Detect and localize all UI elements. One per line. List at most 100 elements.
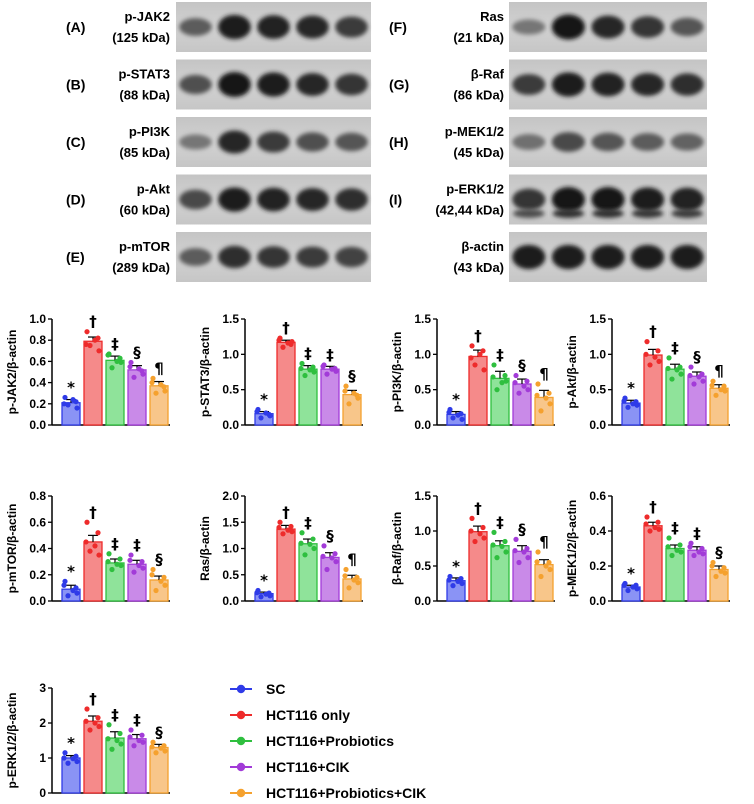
data-point [299,530,305,536]
bar [665,368,685,426]
data-point [128,727,134,733]
data-point [666,355,672,361]
y-axis-label: p-ERK1/2/β-actin [5,692,19,788]
y-tick-label: 0.0 [222,594,239,608]
data-point [74,405,80,411]
data-point [502,538,508,545]
bar [468,531,488,602]
data-point [87,548,93,554]
blot-protein-name: p-STAT3 [118,67,170,82]
blot-band [179,248,212,266]
data-point [696,374,702,380]
y-tick-label: 0.0 [29,594,46,608]
data-point [105,736,111,742]
data-point [150,566,156,573]
data-point [481,367,487,373]
data-point [127,364,133,370]
bar [468,355,488,426]
data-point [490,542,496,548]
y-tick-label: 0.6 [589,489,606,503]
blot-band [630,244,665,270]
data-point [62,578,68,584]
data-point [718,387,724,393]
significance-mark: * [452,390,460,408]
data-point [534,392,540,398]
significance-mark: * [260,390,268,408]
data-point [621,398,627,404]
data-point [480,348,486,354]
y-tick-label: 0.5 [589,383,606,397]
data-point [118,359,124,366]
blot-band [179,18,212,36]
significance-mark: § [693,348,701,366]
data-point [700,378,706,384]
data-point [289,339,295,345]
significance-mark: * [67,378,75,396]
significance-mark: * [67,734,75,752]
data-point [691,552,697,559]
y-axis-label: p-MEK1/2/β-actin [565,500,579,597]
data-point [95,715,101,721]
data-point [285,340,291,346]
data-point [324,371,330,377]
data-point [128,359,134,366]
data-point [696,549,702,555]
bar [276,341,296,426]
y-tick-label: 1.5 [222,312,239,326]
bar [687,549,707,602]
data-point [494,555,500,561]
data-point [302,372,308,379]
data-point [516,390,522,396]
data-point [276,524,282,531]
data-point [254,590,260,596]
data-point [543,395,549,401]
data-point [722,388,728,394]
data-point [333,368,339,374]
data-point [547,401,553,407]
y-tick-label: 1.0 [589,347,606,361]
blot-band-lower [552,209,585,218]
blot-panel-letter: (A) [66,19,85,35]
data-point [655,519,661,525]
data-point [342,388,348,394]
blot-band [179,74,212,95]
blot-molecular-weight: (85 kDa) [119,145,170,160]
blot-molecular-weight: (45 kDa) [453,145,504,160]
data-point [96,723,102,730]
y-tick-label: 0.2 [29,397,46,411]
data-point [678,371,684,377]
blot-image-right-4 [509,232,707,282]
data-point [153,587,159,594]
data-point [546,559,552,566]
blot-panel-letter: (H) [389,134,408,150]
data-point [709,563,715,569]
blot-molecular-weight: (21 kDa) [453,30,504,45]
bar-chart-7: 0.0 0.5 1.0 1.5 β-Raf/β-actin * † ‡ § ¶ [390,489,555,608]
data-point [534,559,540,565]
data-point [621,582,627,588]
data-point [538,573,544,580]
bar [665,547,685,602]
data-point [106,551,112,557]
data-point [324,566,330,573]
y-tick-label: 1.0 [222,542,239,556]
significance-mark: ‡ [111,535,119,553]
y-tick-label: 0.5 [222,568,239,582]
data-point [446,577,452,583]
data-point [96,552,102,558]
data-point [513,372,519,379]
y-tick-label: 2 [39,716,46,730]
data-point [92,337,98,343]
data-point [652,354,658,360]
data-point [674,367,680,373]
blot-band [512,134,546,150]
significance-mark: † [89,313,97,331]
data-point [128,552,134,558]
data-point [114,737,120,744]
blot-band [218,245,251,269]
data-point [469,515,475,522]
blot-image-left-3 [176,174,371,225]
bar-chart-4: 0.0 0.5 1.0 1.5 p-Akt/β-actin * † ‡ § ¶ [565,312,730,432]
data-point [709,382,715,389]
significance-mark: ‡ [133,536,141,554]
